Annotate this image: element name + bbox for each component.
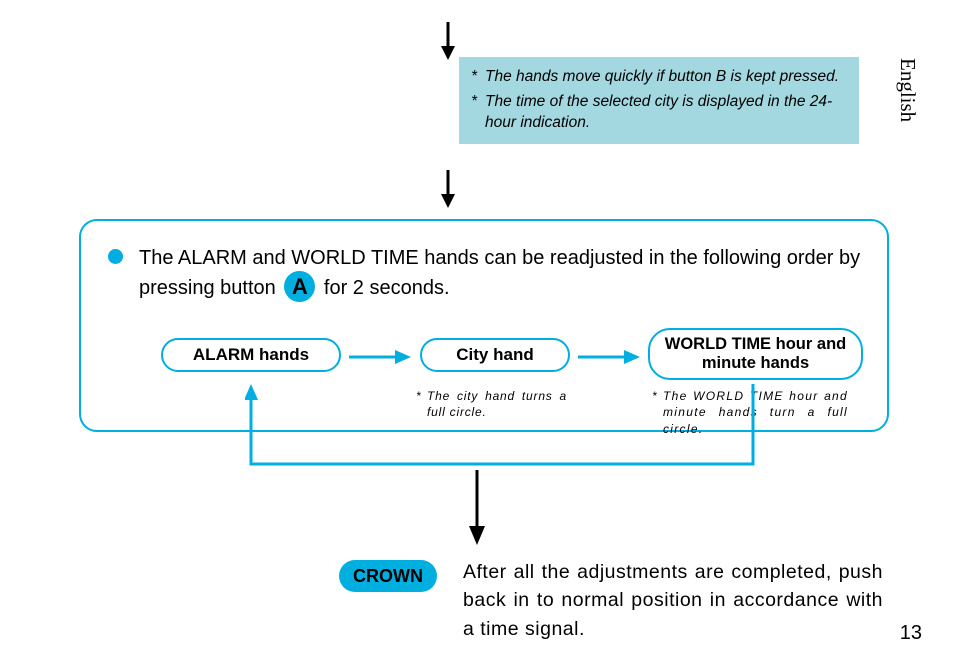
flow-arrow-down-3 [467, 470, 487, 545]
flow-arrow-down-2 [439, 170, 457, 208]
note-text-1: The hands move quickly if button B is ke… [485, 68, 839, 85]
asterisk-icon: * [471, 67, 477, 88]
main-instruction-text: The ALARM and WORLD TIME hands can be re… [105, 243, 863, 304]
flow-pill-world-time-hands: WORLD TIME hour and minute hands [648, 328, 863, 380]
note-box: * The hands move quickly if button B is … [459, 57, 859, 144]
asterisk-icon: * [471, 92, 477, 113]
flow-arrow-right-1 [349, 348, 411, 371]
note-line-2: * The time of the selected city is displ… [471, 92, 847, 134]
main-instruction-box: The ALARM and WORLD TIME hands can be re… [79, 219, 889, 432]
language-label: English [895, 58, 920, 122]
button-a-icon: A [284, 271, 315, 302]
flow-arrow-down-1 [439, 22, 457, 60]
main-text-after: for 2 seconds. [324, 277, 450, 299]
crown-label: CROWN [339, 560, 437, 592]
bullet-icon [108, 249, 123, 264]
crown-instruction-text: After all the adjustments are completed,… [463, 558, 883, 643]
main-text-before: The ALARM and WORLD TIME hands can be re… [139, 247, 860, 299]
flow-pill-alarm-hands: ALARM hands [161, 338, 341, 372]
page-number: 13 [900, 622, 922, 645]
note-line-1: * The hands move quickly if button B is … [471, 67, 847, 88]
flow-arrow-right-2 [578, 348, 640, 371]
flow-loop-arrow [245, 384, 765, 489]
flow-pill-city-hand: City hand [420, 338, 570, 372]
note-text-2: The time of the selected city is display… [485, 93, 832, 131]
flow-diagram: ALARM hands City hand WORLD TIME hour an… [105, 328, 863, 398]
